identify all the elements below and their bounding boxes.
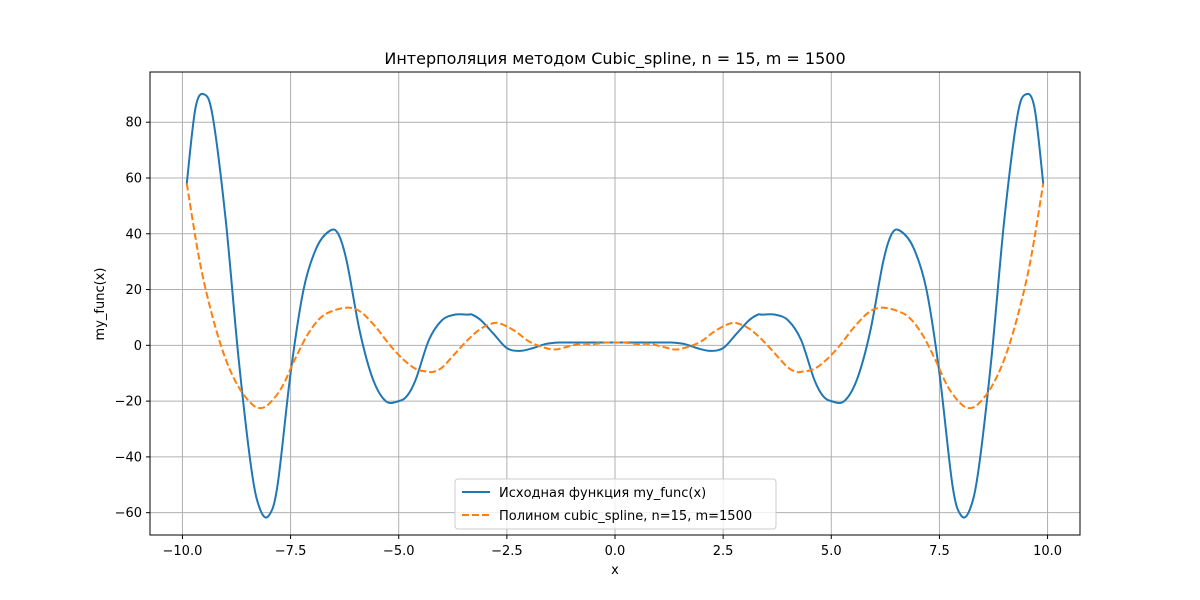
x-tick-label: 10.0 <box>1033 544 1062 559</box>
series-line-cubic-spline <box>185 183 1045 410</box>
x-tick-label: 7.5 <box>929 544 950 559</box>
y-axis-ticks: −60 −40 −20 0 20 40 60 80 <box>115 116 150 521</box>
grid <box>150 72 1080 535</box>
y-tick-label: 80 <box>125 116 142 131</box>
y-tick-label: 40 <box>125 227 142 242</box>
y-tick-label: −20 <box>115 395 142 410</box>
y-tick-label: 0 <box>134 339 142 354</box>
x-tick-label: 2.5 <box>713 544 734 559</box>
x-tick-label: 0.0 <box>605 544 626 559</box>
y-axis-label: my_func(x) <box>93 268 108 341</box>
y-tick-label: −60 <box>115 506 142 521</box>
x-axis-label: x <box>611 563 619 578</box>
legend-label-original: Исходная функция my_func(x) <box>499 486 706 501</box>
x-tick-label: −5.0 <box>383 544 415 559</box>
x-tick-label: −2.5 <box>491 544 523 559</box>
series-layer <box>185 92 1045 519</box>
x-tick-label: 5.0 <box>821 544 842 559</box>
legend-label-spline: Полином cubic_spline, n=15, m=1500 <box>499 509 752 524</box>
y-tick-label: −40 <box>115 450 142 465</box>
y-tick-label: 60 <box>125 171 142 186</box>
x-tick-label: −7.5 <box>275 544 307 559</box>
legend: Исходная функция my_func(x) Полином cubi… <box>454 478 777 530</box>
chart-title: Интерполяция методом Cubic_spline, n = 1… <box>384 49 845 69</box>
y-tick-label: 20 <box>125 283 142 298</box>
x-tick-label: −10.0 <box>163 544 203 559</box>
legend-frame <box>454 478 777 530</box>
x-axis-ticks: −10.0 −7.5 −5.0 −2.5 0.0 2.5 5.0 7.5 10.0 <box>163 535 1062 559</box>
